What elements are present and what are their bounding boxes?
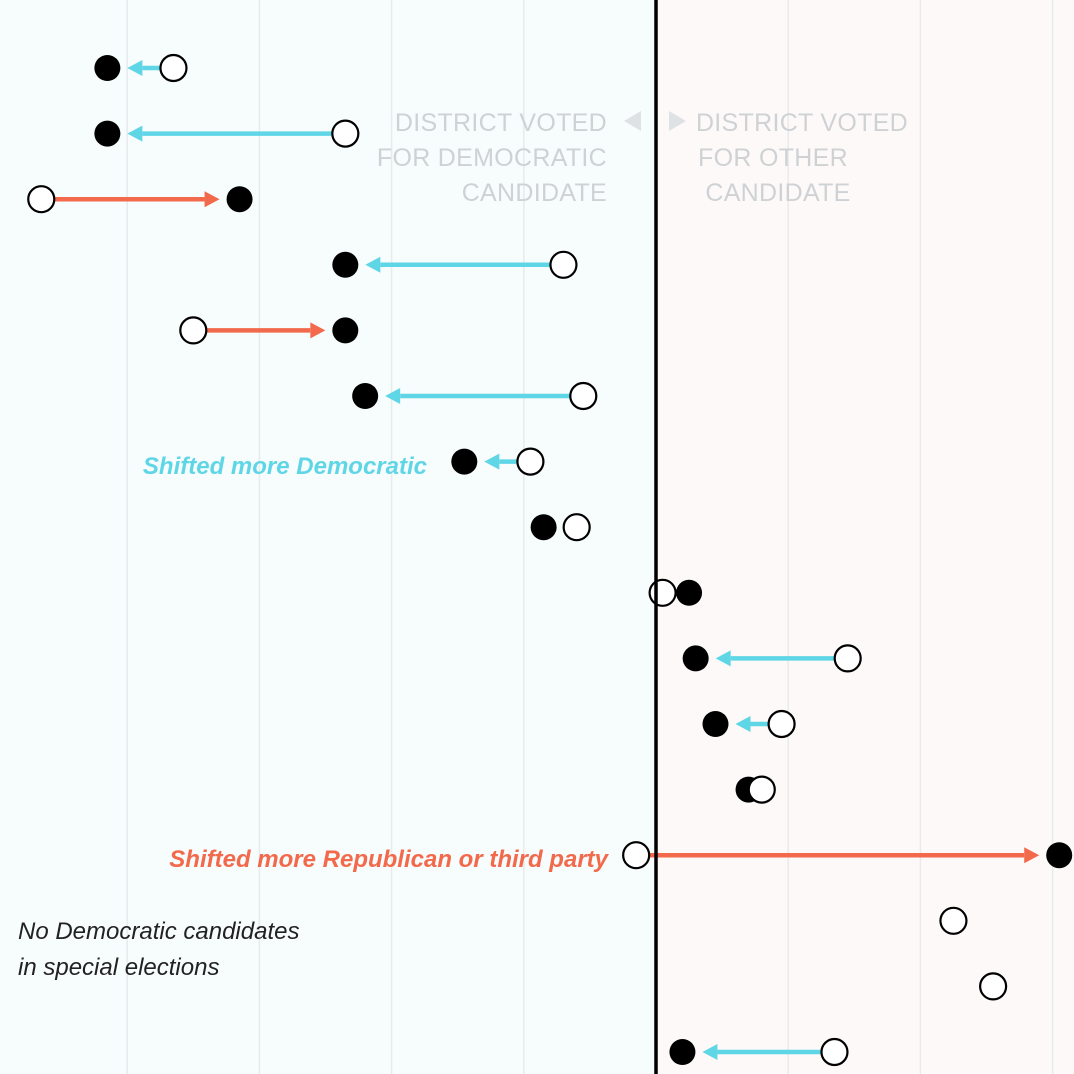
data-row [179, 316, 359, 345]
general-election-dot [332, 317, 359, 344]
data-row [669, 1037, 849, 1067]
shift-arrow-head [1024, 847, 1040, 864]
special-election-dot [27, 185, 56, 214]
shift-arrow-head [310, 322, 326, 339]
shifted-democratic-label: Shifted more Democratic [143, 453, 427, 480]
other-region-background [656, 0, 1074, 1074]
other-region-label-line2: FOR OTHER [698, 144, 848, 172]
data-row [451, 447, 545, 476]
no-democratic-note-line1: No Democratic candidates [18, 918, 299, 945]
special-election-dot [648, 578, 677, 607]
shift-arrow-head [204, 191, 220, 208]
dem-region-label-line2: FOR DEMOCRATIC [377, 144, 607, 172]
shift-arrow-head [127, 60, 143, 76]
other-region-label-line3: CANDIDATE [705, 179, 850, 207]
data-row [735, 775, 776, 804]
data-row [622, 841, 1073, 870]
special-election-dot [939, 906, 968, 935]
shift-arrow-head [735, 716, 751, 732]
general-election-dot [451, 448, 478, 475]
data-row [979, 972, 1008, 1001]
special-election-dot [516, 447, 545, 476]
special-election-dot [622, 841, 651, 870]
special-election-dot [979, 972, 1008, 1001]
shift-arrow-head [127, 125, 143, 142]
special-election-dot [179, 316, 208, 345]
data-row [939, 906, 968, 935]
dem-region-label-line3: CANDIDATE [462, 179, 607, 207]
data-row [702, 709, 796, 739]
general-election-dot [94, 120, 121, 147]
data-row [352, 381, 598, 411]
shift-arrow-head [365, 256, 381, 273]
general-election-dot [702, 711, 729, 737]
special-election-dot [331, 119, 360, 148]
special-election-dot [159, 53, 188, 83]
left-pointer-icon [624, 111, 641, 131]
general-election-dot [682, 645, 709, 672]
special-election-dot [569, 381, 598, 411]
data-row [682, 644, 862, 673]
shift-arrow-head [484, 453, 500, 470]
no-democratic-note-line2: in special elections [18, 954, 219, 981]
right-pointer-icon [669, 111, 686, 131]
special-election-dot [833, 644, 862, 673]
special-election-dot [549, 250, 578, 279]
gridlines [126, 0, 1054, 1074]
shifted-republican-label: Shifted more Republican or third party [169, 846, 609, 873]
data-row [530, 513, 591, 542]
special-election-dot [562, 513, 591, 542]
data-row [94, 53, 188, 83]
general-election-dot [530, 514, 557, 541]
general-election-dot [669, 1039, 696, 1065]
data-row [27, 185, 253, 214]
general-election-dot [352, 383, 379, 409]
data-row [332, 250, 578, 279]
other-region-label-line1: DISTRICT VOTED [696, 109, 908, 137]
data-rows [27, 53, 1073, 1067]
shift-arrow-head [715, 650, 731, 667]
shift-arrow-head [702, 1044, 718, 1060]
general-election-dot [94, 55, 121, 81]
special-election-dot [767, 709, 796, 739]
general-election-dot [332, 251, 359, 278]
general-election-dot [226, 186, 253, 213]
data-row [94, 119, 360, 148]
general-election-dot [1046, 842, 1073, 869]
special-election-dot [747, 775, 776, 804]
general-election-dot [676, 579, 703, 606]
dem-region-label-line1: DISTRICT VOTED [395, 109, 607, 137]
special-election-dot [820, 1037, 849, 1067]
shift-arrow-head [385, 388, 401, 404]
